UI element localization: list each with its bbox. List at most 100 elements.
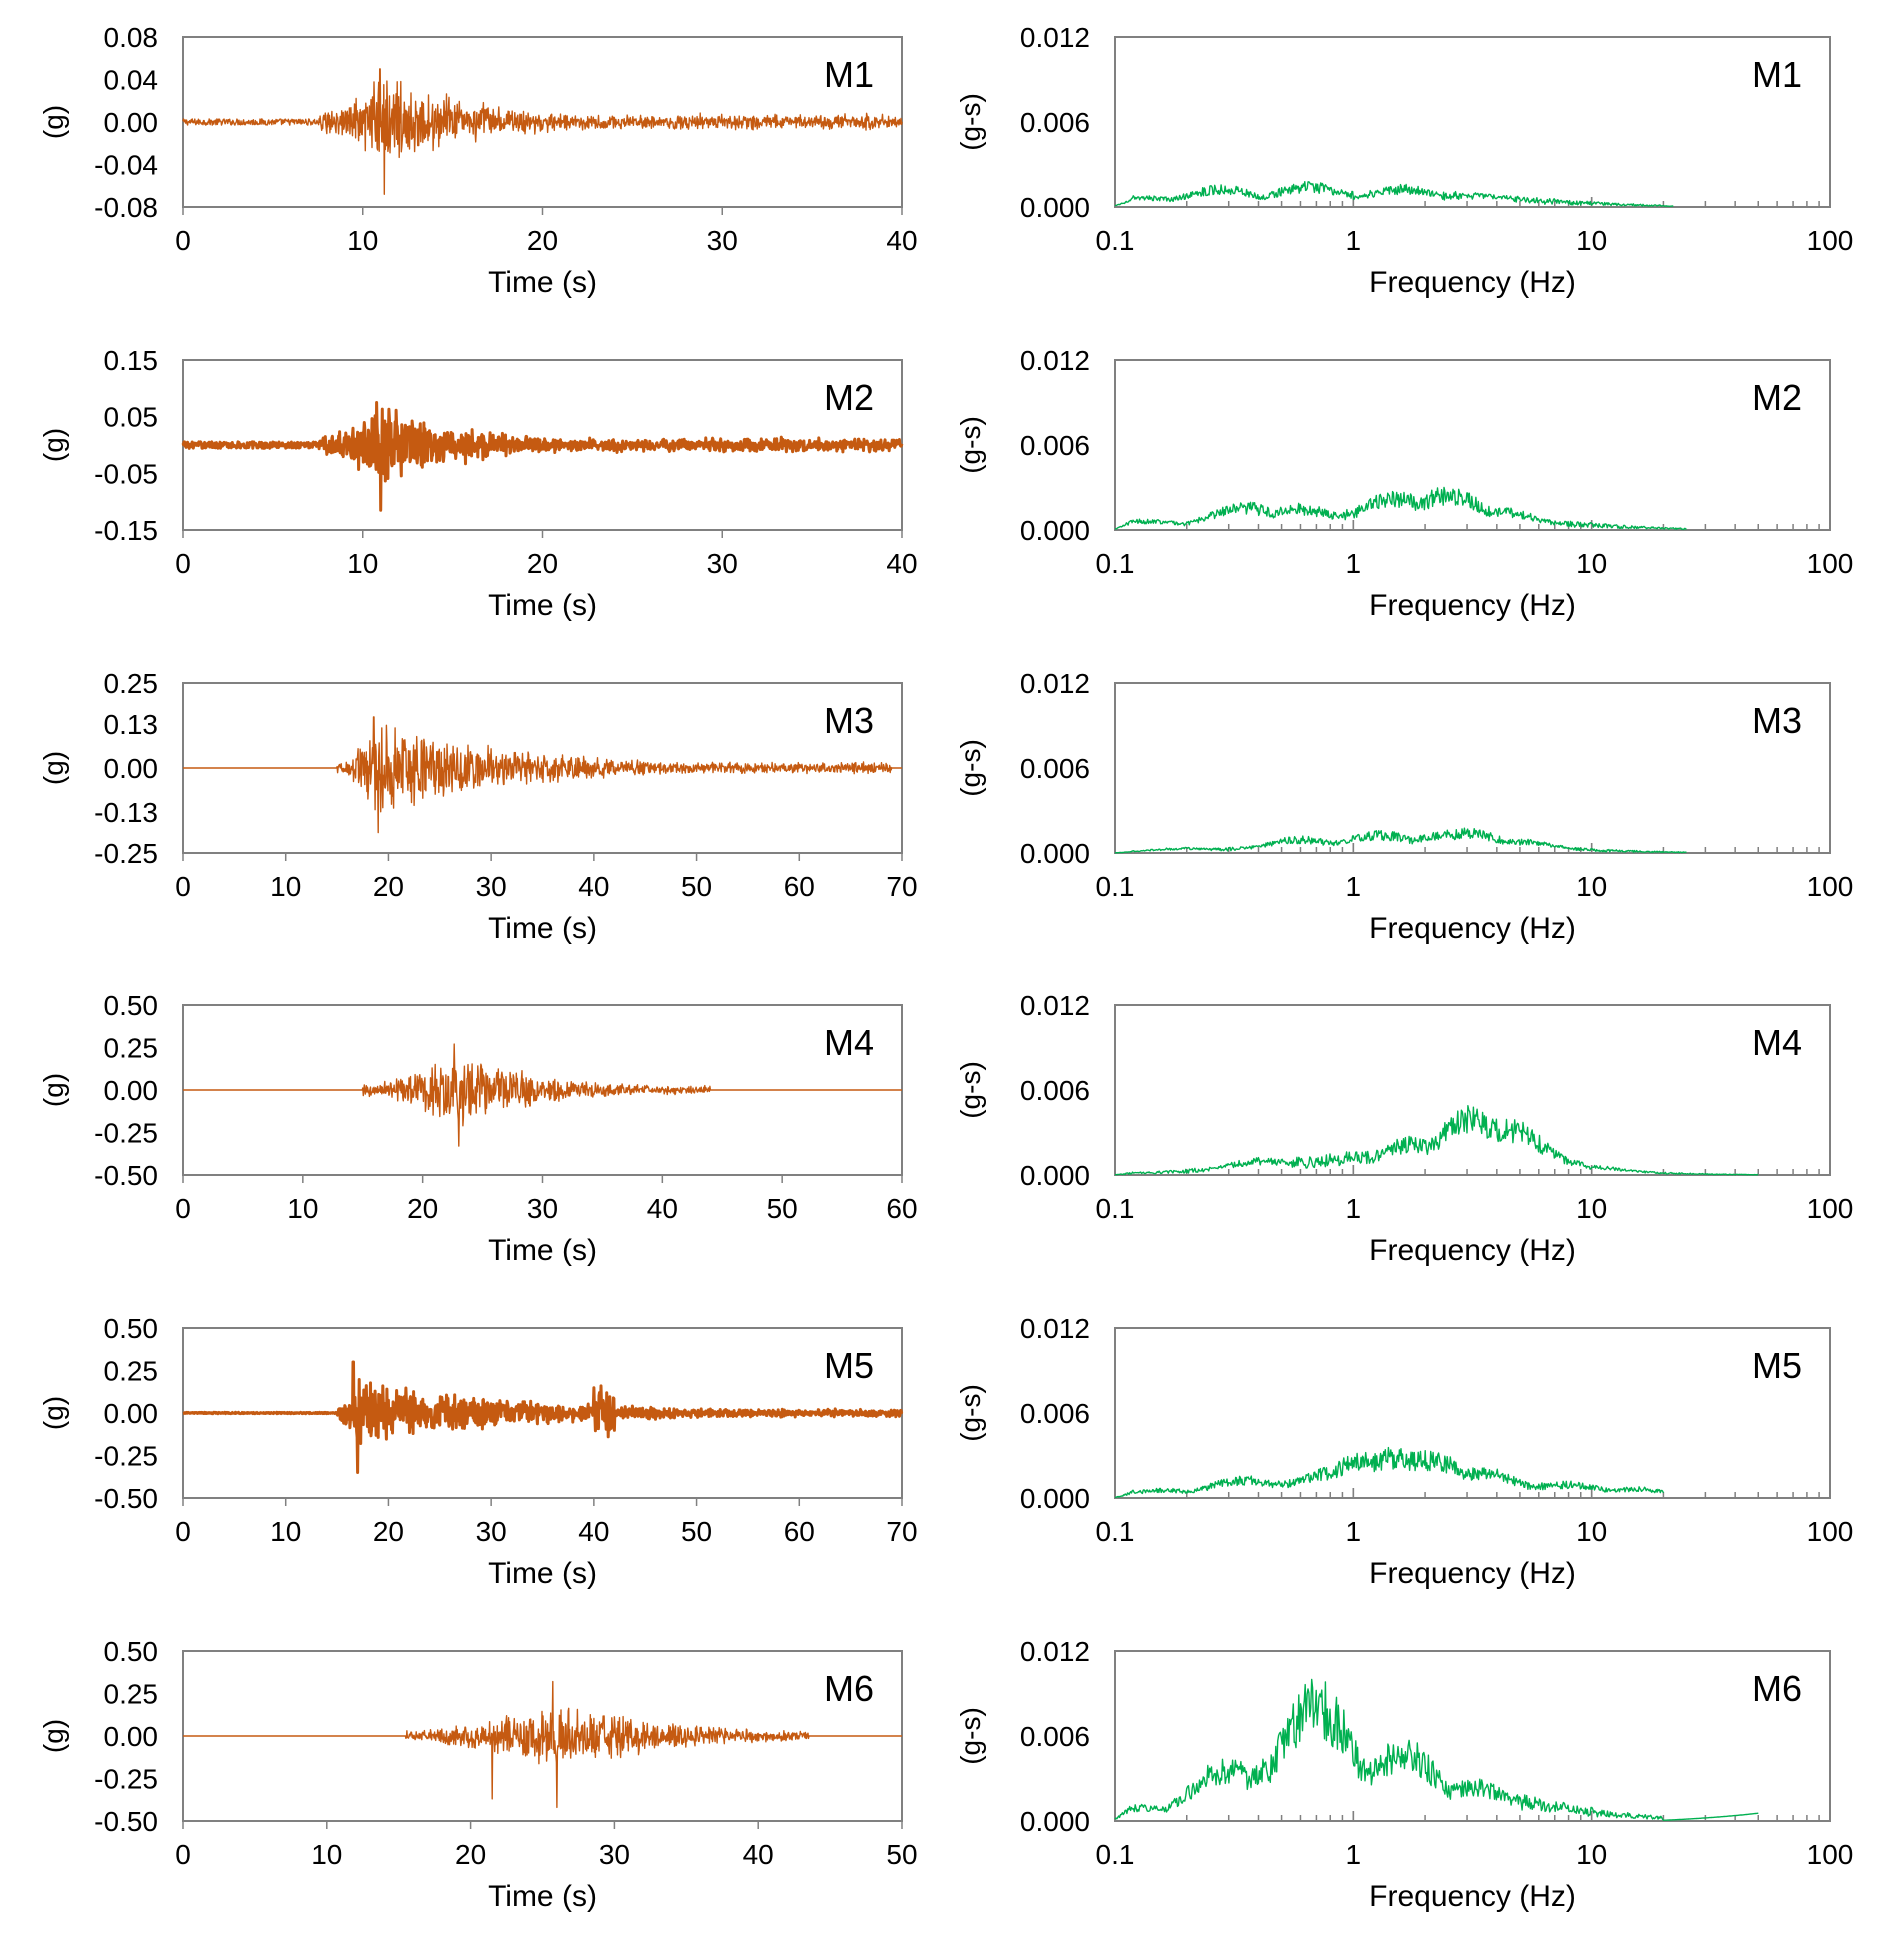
x-tick-label: 10	[1576, 871, 1607, 902]
y-tick-label: -0.15	[94, 515, 158, 546]
y-tick-label: -0.25	[94, 1764, 158, 1795]
panel-label: M4	[1752, 1022, 1802, 1063]
x-tick-label: 70	[886, 1516, 917, 1547]
y-axis-title: (g-s)	[955, 1707, 986, 1765]
y-tick-label: 0.000	[1020, 515, 1090, 546]
y-tick-label: 0.00	[104, 1075, 159, 1106]
y-tick-label: -0.08	[94, 192, 158, 223]
y-tick-label: 0.006	[1020, 753, 1090, 784]
y-tick-label: 0.000	[1020, 1160, 1090, 1191]
x-axis-title: Frequency (Hz)	[1369, 1557, 1576, 1590]
x-axis-title: Frequency (Hz)	[1369, 1234, 1576, 1267]
y-tick-label: 0.13	[104, 709, 159, 740]
y-axis-title: (g-s)	[955, 1384, 986, 1442]
x-tick-label: 1	[1346, 1516, 1362, 1547]
x-axis-title: Time (s)	[488, 912, 597, 945]
x-axis-title: Time (s)	[488, 589, 597, 622]
chart-M5-time: 0 10 20 30 40 50 60 70 0.50 0.25 0.00 -0.25 -0.50 Tim…	[38, 1313, 918, 1590]
y-tick-label: 0.006	[1020, 430, 1090, 461]
x-tick-label: 50	[767, 1193, 798, 1224]
y-tick-label: 0.25	[104, 668, 159, 699]
y-tick-label: 0.000	[1020, 1806, 1090, 1837]
x-tick-label: 1	[1346, 1839, 1362, 1870]
y-tick-label: -0.25	[94, 1441, 158, 1472]
panel-label: M3	[1752, 700, 1802, 741]
panel-label: M2	[824, 377, 874, 418]
fourier-spectrum-series	[1114, 1678, 1759, 1821]
plot-frame	[1114, 1004, 1831, 1176]
x-tick-label: 0	[175, 225, 191, 256]
x-tick-label: 20	[407, 1193, 438, 1224]
y-tick-label: 0.50	[104, 1313, 159, 1344]
chart-M1-fourier: 0.1 1 10 100 0.012 0.006 0.000 Frequency (Hz) (g…	[955, 22, 1853, 299]
x-tick-label: 40	[647, 1193, 678, 1224]
x-tick-label: 60	[784, 1516, 815, 1547]
y-tick-label: 0.00	[104, 1398, 159, 1429]
x-tick-label: 30	[476, 1516, 507, 1547]
chart-M4-fourier: 0.1 1 10 100 0.012 0.006 0.000 Frequency (Hz) (g…	[955, 990, 1853, 1267]
y-tick-label: 0.006	[1020, 107, 1090, 138]
x-axis-title: Time (s)	[488, 266, 597, 299]
y-tick-label: 0.000	[1020, 838, 1090, 869]
y-tick-label: -0.25	[94, 1118, 158, 1149]
acceleration-series	[181, 401, 904, 512]
y-tick-label: 0.15	[104, 345, 159, 376]
y-tick-label: 0.04	[104, 65, 159, 96]
y-tick-label: 0.012	[1020, 22, 1090, 53]
y-tick-label: 0.25	[104, 1356, 159, 1387]
y-axis-title: (g)	[38, 1396, 69, 1430]
y-tick-label: -0.50	[94, 1160, 158, 1191]
x-axis-title: Time (s)	[488, 1557, 597, 1590]
panel-label: M6	[1752, 1668, 1802, 1709]
x-tick-label: 0	[175, 1839, 191, 1870]
chart-M5-fourier: 0.1 1 10 100 0.012 0.006 0.000 Frequency (Hz) (g…	[955, 1313, 1853, 1590]
y-axis-title: (g)	[38, 1719, 69, 1753]
x-tick-label: 50	[886, 1839, 917, 1870]
x-tick-label: 0	[175, 1193, 191, 1224]
acceleration-series	[182, 1680, 903, 1809]
panel-label: M5	[1752, 1345, 1802, 1386]
y-axis-title: (g-s)	[955, 739, 986, 797]
x-tick-label: 30	[707, 548, 738, 579]
x-tick-label: 10	[1576, 225, 1607, 256]
y-axis-title: (g-s)	[955, 416, 986, 474]
plot-frame	[1114, 682, 1831, 854]
x-tick-label: 0.1	[1096, 1193, 1135, 1224]
x-tick-label: 30	[476, 871, 507, 902]
y-tick-label: 0.012	[1020, 990, 1090, 1021]
panel-label: M4	[824, 1022, 874, 1063]
x-tick-label: 10	[1576, 1839, 1607, 1870]
x-tick-label: 0.1	[1096, 225, 1135, 256]
y-tick-label: -0.13	[94, 797, 158, 828]
x-tick-label: 30	[599, 1839, 630, 1870]
y-tick-label: 0.00	[104, 1721, 159, 1752]
x-tick-label: 60	[886, 1193, 917, 1224]
panel-label: M1	[1752, 54, 1802, 95]
fourier-spectrum-series	[1114, 181, 1674, 207]
x-axis-title: Time (s)	[488, 1880, 597, 1913]
x-axis-title: Frequency (Hz)	[1369, 589, 1576, 622]
y-tick-label: 0.25	[104, 1033, 159, 1064]
y-axis-title: (g-s)	[955, 1061, 986, 1119]
y-tick-label: 0.012	[1020, 345, 1090, 376]
y-tick-label: -0.50	[94, 1806, 158, 1837]
y-tick-label: 0.00	[104, 107, 159, 138]
chart-M6-time: 0 10 20 30 40 50 0.50 0.25 0.00 -0.25 -0.50 Time (s…	[38, 1636, 918, 1913]
y-tick-label: 0.08	[104, 22, 159, 53]
y-tick-label: 0.012	[1020, 1636, 1090, 1667]
y-tick-label: 0.000	[1020, 192, 1090, 223]
panel-label: M5	[824, 1345, 874, 1386]
x-tick-label: 10	[287, 1193, 318, 1224]
plot-frame	[1114, 1327, 1831, 1499]
x-tick-label: 1	[1346, 871, 1362, 902]
fourier-spectrum-series	[1114, 486, 1687, 531]
x-tick-label: 10	[1576, 1516, 1607, 1547]
y-axis-title: (g)	[38, 105, 69, 139]
panel-label: M3	[824, 700, 874, 741]
y-tick-label: 0.05	[104, 402, 159, 433]
acceleration-series	[182, 68, 903, 195]
y-tick-label: 0.012	[1020, 1313, 1090, 1344]
x-axis-title: Frequency (Hz)	[1369, 912, 1576, 945]
x-tick-label: 100	[1807, 548, 1854, 579]
y-tick-label: 0.25	[104, 1679, 159, 1710]
